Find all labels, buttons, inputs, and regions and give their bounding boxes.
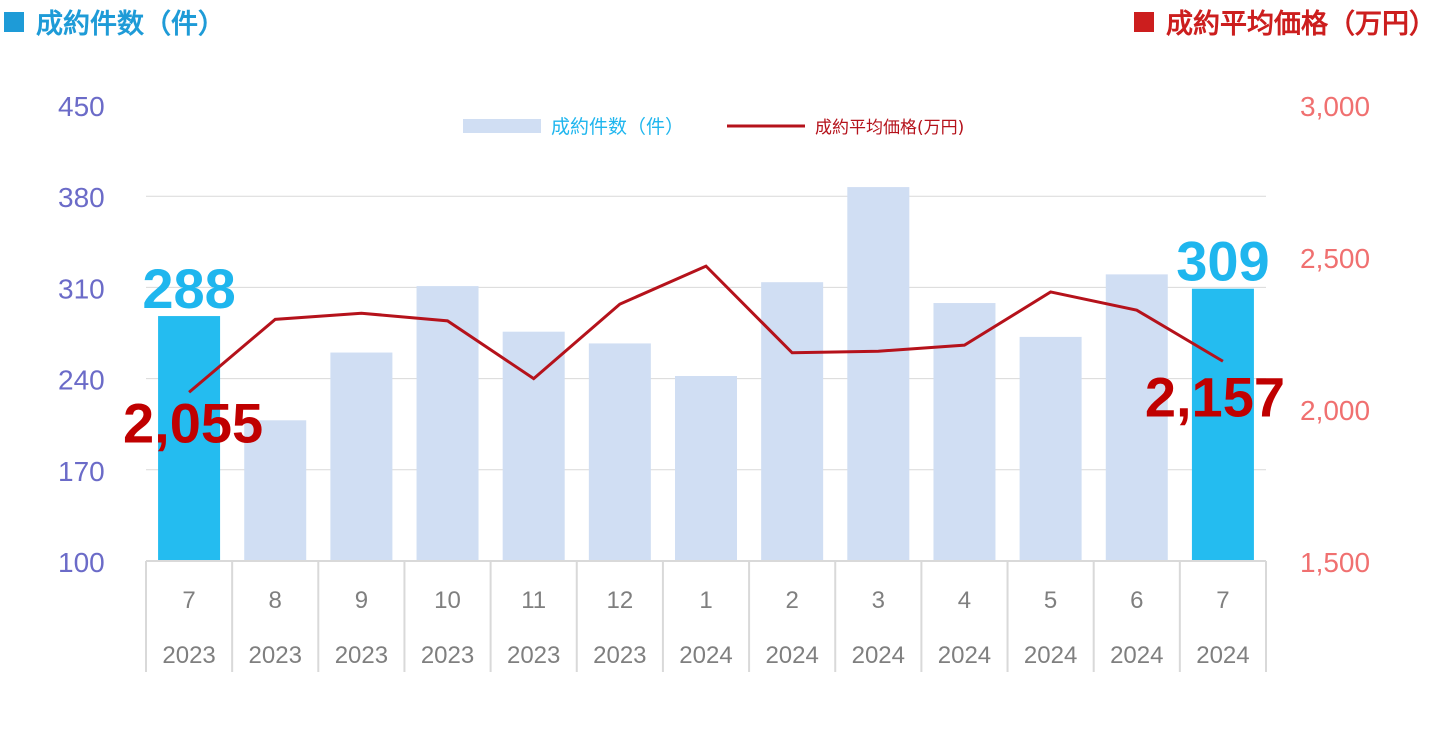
bar [1019, 336, 1082, 561]
bar [847, 187, 910, 561]
left-axis-tick-label: 240 [58, 365, 105, 396]
left-axis-tick-label: 310 [58, 273, 105, 304]
data-label-bar-first: 288 [142, 257, 235, 320]
x-tick-label-year: 2024 [765, 642, 818, 669]
right-axis-tick-label: 3,000 [1300, 91, 1370, 122]
x-tick-label-month: 9 [355, 587, 368, 614]
left-axis-tick-label: 100 [58, 547, 105, 578]
x-tick-label-year: 2023 [162, 642, 215, 669]
right-axis-title-text: 成約平均価格（万円） [1166, 9, 1436, 40]
x-tick-label-month: 8 [269, 587, 282, 614]
left-title-marker [4, 12, 24, 32]
data-label-line-first: 2,055 [123, 391, 263, 454]
x-tick-label-month: 10 [434, 587, 461, 614]
bar [761, 282, 824, 561]
x-tick-label-year: 2023 [507, 642, 560, 669]
legend-label-bars: 成約件数（件） [551, 116, 684, 138]
bar [502, 331, 565, 561]
data-label-bar-last: 309 [1176, 230, 1269, 293]
x-tick-label-year: 2023 [335, 642, 388, 669]
left-axis-tick-label: 450 [58, 91, 105, 122]
x-tick-label-year: 2023 [249, 642, 302, 669]
x-tick-label-year: 2024 [1110, 642, 1163, 669]
right-axis-title: 成約平均価格（万円） [1134, 2, 1436, 41]
left-axis-title: 成約件数（件） [4, 2, 225, 41]
x-tick-label-year: 2024 [938, 642, 991, 669]
x-tick-label-month: 5 [1044, 587, 1057, 614]
x-tick-label-month: 1 [699, 587, 712, 614]
x-tick-label-month: 2 [785, 587, 798, 614]
legend-label-line: 成約平均価格(万円) [815, 118, 964, 138]
x-tick-label-year: 2024 [1024, 642, 1077, 669]
data-label-line-last: 2,157 [1145, 365, 1285, 428]
bar [330, 352, 393, 561]
right-axis-tick-label: 2,000 [1300, 395, 1370, 426]
x-tick-label-month: 6 [1130, 587, 1143, 614]
x-tick-label-year: 2023 [421, 642, 474, 669]
bar [588, 343, 651, 561]
right-axis-tick-label: 1,500 [1300, 547, 1370, 578]
x-tick-label-year: 2024 [1196, 642, 1249, 669]
right-axis-tick-label: 2,500 [1300, 243, 1370, 274]
left-axis-title-text: 成約件数（件） [36, 9, 225, 40]
x-tick-label-year: 2024 [852, 642, 905, 669]
left-axis-tick-label: 170 [58, 456, 105, 487]
x-tick-label-month: 3 [872, 587, 885, 614]
left-axis-tick-label: 380 [58, 182, 105, 213]
x-tick-label-month: 7 [182, 587, 195, 614]
x-tick-label-month: 7 [1216, 587, 1229, 614]
bar [158, 316, 221, 561]
bar [675, 375, 737, 561]
bar [244, 420, 307, 561]
x-tick-label-month: 11 [521, 587, 546, 614]
legend-swatch-bars [463, 119, 541, 133]
bar [933, 303, 996, 561]
bar [416, 286, 479, 561]
x-tick-label-month: 4 [958, 587, 971, 614]
right-title-marker [1134, 12, 1154, 32]
price-line [188, 264, 1224, 394]
x-tick-label-year: 2023 [593, 642, 646, 669]
x-tick-label-month: 12 [606, 587, 633, 614]
bar [1191, 288, 1254, 561]
x-tick-label-year: 2024 [679, 642, 732, 669]
